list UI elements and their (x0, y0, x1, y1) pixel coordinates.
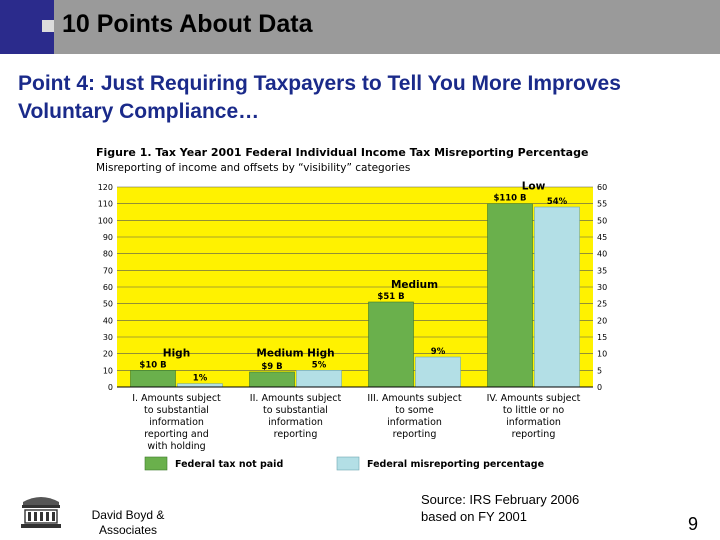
category-label: reporting (393, 429, 437, 440)
y-right-tick-label: 0 (597, 383, 602, 392)
data-label-tax: $10 B (139, 360, 166, 370)
category-label: with holding (147, 441, 205, 452)
category-label: reporting (274, 429, 318, 440)
bar-tax-not-paid (368, 301, 414, 388)
data-label-tax: $51 B (377, 292, 404, 302)
category-label: IV. Amounts subject (487, 393, 581, 404)
category-label: to substantial (144, 405, 209, 416)
page-title: 10 Points About Data (62, 10, 313, 38)
chart-title: Figure 1. Tax Year 2001 Federal Individu… (96, 146, 588, 159)
bar-misreporting-pct (415, 356, 461, 388)
category-label: information (506, 417, 561, 428)
chart-subtitle: Misreporting of income and offsets by “v… (96, 162, 410, 174)
y-left-tick-label: 0 (108, 383, 113, 392)
data-label-tax: $9 B (261, 362, 282, 372)
y-right-tick-label: 15 (597, 333, 607, 342)
y-right-tick-label: 45 (597, 233, 607, 242)
y-right-tick-label: 55 (597, 200, 607, 209)
category-label: information (149, 417, 204, 428)
y-left-tick-label: 110 (98, 200, 113, 209)
figure: Figure 1. Tax Year 2001 Federal Individu… (93, 140, 618, 482)
bar-tax-not-paid (487, 203, 533, 388)
data-label-pct: 54% (547, 197, 568, 207)
category-label: information (268, 417, 323, 428)
company-logo-icon (21, 497, 61, 528)
y-right-tick-label: 30 (597, 283, 607, 292)
data-label-pct: 5% (312, 360, 327, 370)
legend-label-tax: Federal tax not paid (175, 459, 283, 470)
y-right-tick-label: 50 (597, 216, 607, 225)
category-label: II. Amounts subject (250, 393, 342, 404)
visibility-label: Low (522, 181, 546, 193)
legend-swatch-tax (144, 456, 168, 471)
bar-tax-not-paid (130, 370, 176, 388)
data-label-tax: $110 B (493, 194, 526, 204)
legend-label-pct: Federal misreporting percentage (367, 459, 544, 470)
y-left-tick-label: 80 (103, 250, 113, 259)
visibility-label: High (163, 347, 190, 359)
category-label: I. Amounts subject (132, 393, 221, 404)
category-label: reporting (512, 429, 556, 440)
data-label-pct: 1% (193, 374, 208, 384)
chart: Figure 1. Tax Year 2001 Federal Individu… (96, 146, 607, 471)
bar-misreporting-pct (296, 370, 342, 388)
category-label: information (387, 417, 442, 428)
y-left-tick-label: 30 (103, 333, 113, 342)
y-right-tick-label: 20 (597, 316, 607, 325)
y-left-tick-label: 50 (103, 300, 113, 309)
category-label: to substantial (263, 405, 328, 416)
category-label: reporting and (144, 429, 209, 440)
title-bar (0, 0, 720, 54)
y-left-tick-label: 40 (103, 316, 113, 325)
y-left-tick-label: 120 (98, 183, 113, 192)
category-label: III. Amounts subject (367, 393, 461, 404)
y-left-tick-label: 10 (103, 366, 113, 375)
y-right-tick-label: 60 (597, 183, 607, 192)
bar-tax-not-paid (249, 371, 295, 388)
footer-author-line: David Boyd & (91, 508, 165, 522)
y-left-tick-label: 70 (103, 266, 113, 275)
visibility-label: Medium (391, 279, 438, 291)
page-number: 9 (688, 514, 699, 534)
y-right-tick-label: 35 (597, 266, 607, 275)
footer-source: Source: IRS February 2006 based on FY 20… (421, 491, 621, 525)
category-label: to little or no (503, 405, 565, 416)
legend-swatch-pct (336, 456, 360, 471)
y-right-tick-label: 40 (597, 250, 607, 259)
slide-subtitle: Point 4: Just Requiring Taxpayers to Tel… (18, 72, 621, 123)
y-left-tick-label: 60 (103, 283, 113, 292)
footer-source-line: based on FY 2001 (421, 509, 528, 524)
footer-author: David Boyd & Associates (80, 508, 176, 538)
visibility-label: Medium High (256, 347, 334, 359)
footer-source-line: Source: IRS February 2006 (421, 492, 580, 507)
title-bullet-icon (42, 20, 54, 32)
y-left-tick-label: 90 (103, 233, 113, 242)
data-label-pct: 9% (431, 347, 446, 357)
y-right-tick-label: 10 (597, 350, 607, 359)
category-label: to some (395, 405, 434, 416)
y-left-tick-label: 100 (98, 216, 113, 225)
footer-author-line: Associates (98, 523, 158, 537)
y-right-tick-label: 25 (597, 300, 607, 309)
y-left-tick-label: 20 (103, 350, 113, 359)
bar-misreporting-pct (534, 206, 580, 388)
y-right-tick-label: 5 (597, 366, 602, 375)
